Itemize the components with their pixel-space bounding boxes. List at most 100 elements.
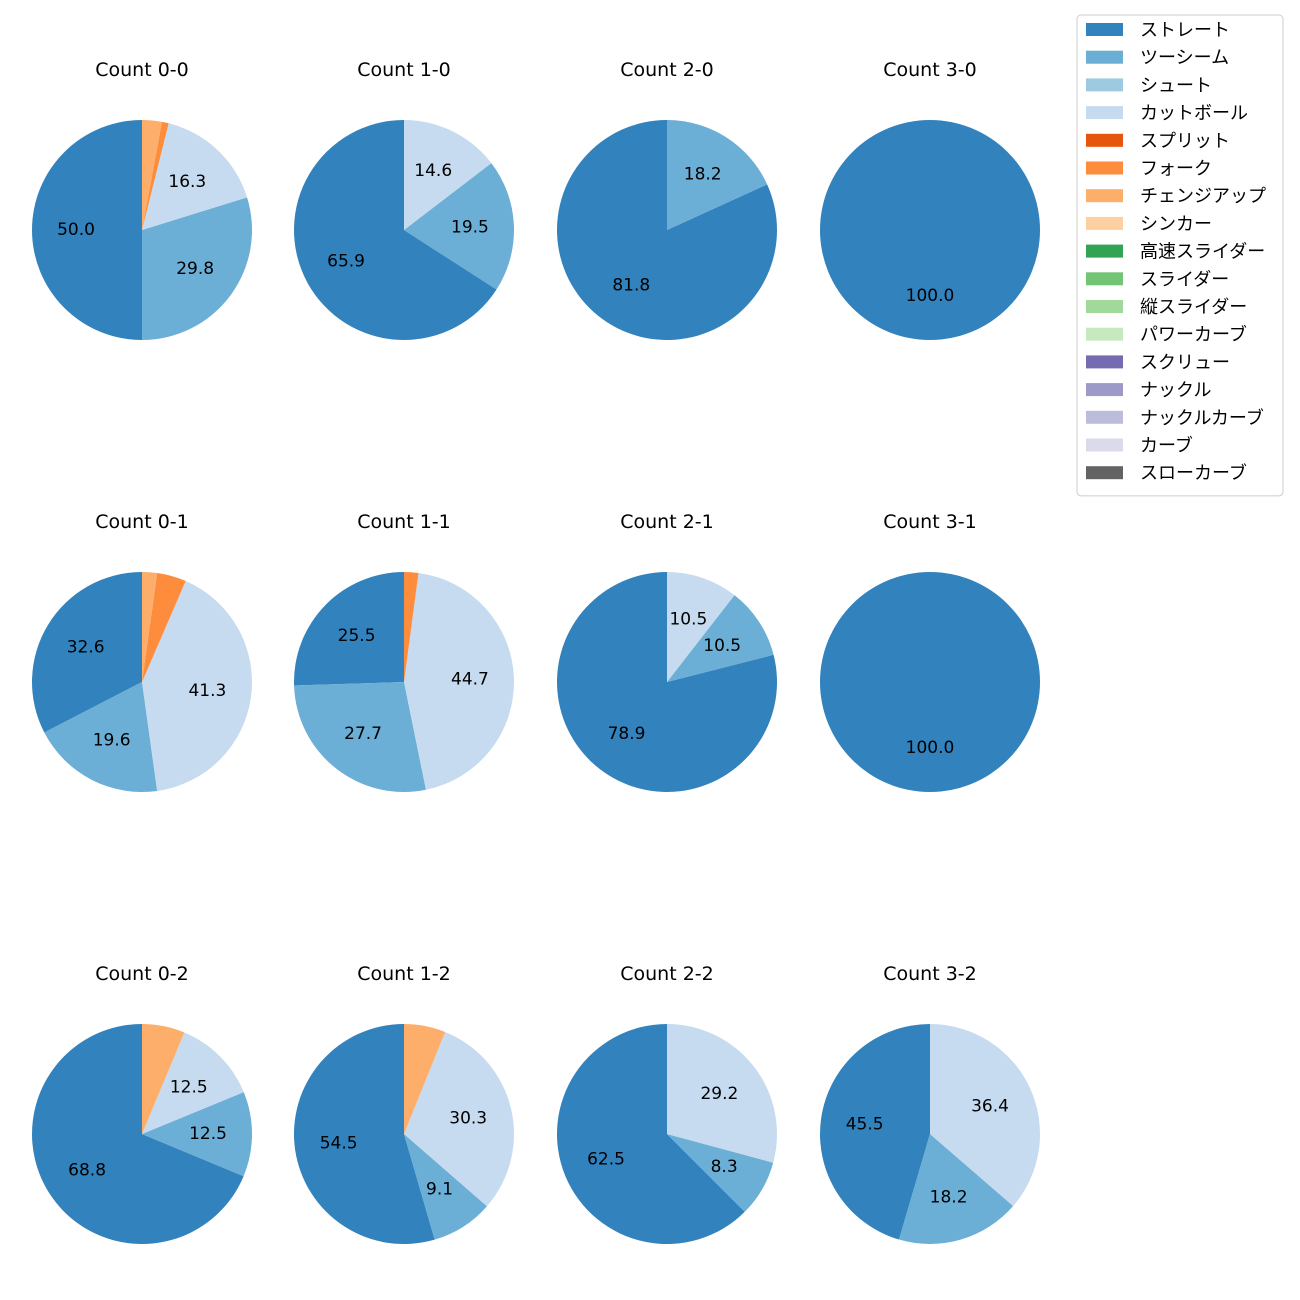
pie-slice [142,197,253,340]
legend-item: チェンジアップ [1086,186,1266,207]
pie-slice [142,572,158,682]
legend-label: ストレート [1140,20,1230,41]
slice-label: 14.6 [414,161,452,181]
legend-label: スクリュー [1140,352,1230,373]
legend-swatch [1086,272,1123,286]
slice-label: 78.9 [608,724,646,744]
pie-panel: Count 2-0 81.8 18.2 [556,59,777,340]
legend-item: ナックルカーブ [1086,407,1264,429]
pie-slice [667,572,735,682]
legend-item: フォーク [1086,159,1212,180]
pie-title: Count 1-0 [357,59,451,81]
slice-label: 27.7 [344,724,382,744]
legend-item: ナックル [1086,380,1211,401]
pie-panels: Count 0-0 50.0 29.8 16.3 Count 1-0 65.9 19.5 14… [31,59,1040,1244]
legend-item: パワーカーブ [1086,324,1247,346]
legend-swatch [1086,355,1123,369]
pie-title: Count 3-1 [883,511,977,533]
pie-panel: Count 2-2 62.5 8.3 29.2 [556,963,777,1244]
pie-slice [820,1024,930,1240]
slice-label: 10.5 [703,636,741,656]
legend-label: ツーシーム [1140,48,1229,69]
legend-item: カーブ [1086,435,1193,457]
pie-slice [44,682,158,793]
legend-item: スクリュー [1086,352,1230,373]
pie-panel: Count 1-2 54.5 9.1 30.3 [293,963,515,1244]
slice-label: 10.5 [669,610,707,630]
legend-label: スローカーブ [1140,462,1247,484]
pie-slice [667,1024,777,1163]
slice-label: 45.5 [846,1115,884,1135]
slice-label: 19.6 [93,731,131,751]
slice-label: 81.8 [612,276,650,296]
legend-item: カットボール [1086,103,1248,124]
pie-slice [293,120,497,340]
pie-slice [404,163,514,290]
slice-label: 44.7 [451,670,489,690]
legend-label: パワーカーブ [1140,324,1247,346]
slice-label: 12.5 [170,1077,208,1097]
pie-slice [142,123,248,230]
pie-panel: Count 1-1 25.5 27.7 44.7 [293,511,514,792]
slice-label: 54.5 [320,1133,358,1153]
pie-title: Count 2-0 [620,59,714,81]
legend-label: カットボール [1140,103,1248,124]
slice-label: 8.3 [711,1157,738,1177]
pie-slice [404,572,419,682]
slice-label: 41.3 [188,681,226,701]
legend-swatch [1086,189,1123,203]
pie-title: Count 1-1 [357,511,451,533]
legend-swatch [1086,23,1123,36]
legend-swatch [1086,216,1123,230]
legend-item: 高速スライダー [1086,242,1265,263]
pie-panel: Count 0-1 32.6 19.6 41.3 [31,511,252,793]
pie-title: Count 1-2 [357,963,451,985]
pie-slice [667,595,774,682]
legend-label: 高速スライダー [1140,242,1265,263]
slice-label: 12.5 [189,1124,227,1144]
slice-label: 65.9 [327,252,365,272]
legend-swatch [1086,244,1123,258]
slice-label: 19.5 [451,217,489,237]
legend-swatch [1086,300,1123,313]
pie-slice [404,572,514,790]
pie-slice [142,1024,185,1134]
pie-slice [820,120,1040,340]
pie-title: Count 0-2 [95,963,189,985]
slice-label: 9.1 [426,1180,453,1200]
pie-slice [293,572,404,686]
pie-slice [404,1031,515,1207]
slice-label: 18.2 [684,165,722,185]
legend-label: スプリット [1140,131,1230,152]
legend-swatch [1086,106,1123,120]
pie-title: Count 3-2 [883,963,977,985]
pie-panel: Count 3-1 100.0 [820,511,1040,792]
legend-swatch [1086,327,1123,341]
pie-slice [557,572,778,792]
pie-slice [667,1134,774,1212]
pie-title: Count 3-0 [883,59,977,81]
legend-label: 縦スライダー [1140,297,1247,318]
legend-swatch [1086,466,1123,480]
pie-slice [820,572,1040,792]
pie-slice [556,1024,745,1244]
legend-label: ナックル [1140,380,1211,401]
pie-title: Count 0-0 [95,59,189,81]
slice-label: 36.4 [971,1097,1009,1117]
slice-label: 62.5 [587,1149,625,1169]
legend-label: シュート [1140,75,1212,96]
legend-label: フォーク [1140,159,1212,180]
pie-slice [899,1134,1014,1244]
legend-item: 縦スライダー [1086,297,1247,318]
legend-swatch [1086,50,1123,64]
legend-item: スローカーブ [1086,462,1247,484]
pie-panel: Count 2-1 78.9 10.5 10.5 [557,511,778,792]
pie-slice [404,120,492,230]
pie-panel: Count 3-2 45.5 18.2 36.4 [820,963,1040,1244]
pie-slice [930,1024,1040,1207]
pie-slice [32,120,142,340]
pie-slice [142,573,186,682]
pie-slice [32,1024,244,1244]
slice-label: 29.8 [176,259,214,279]
legend-swatch [1086,383,1123,397]
